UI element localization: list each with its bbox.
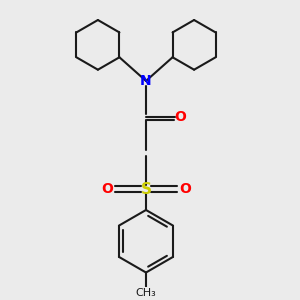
Text: O: O	[101, 182, 113, 196]
Text: CH₃: CH₃	[136, 288, 156, 298]
Text: S: S	[140, 182, 152, 196]
Text: O: O	[174, 110, 186, 124]
Text: N: N	[140, 74, 152, 88]
Text: O: O	[179, 182, 191, 196]
